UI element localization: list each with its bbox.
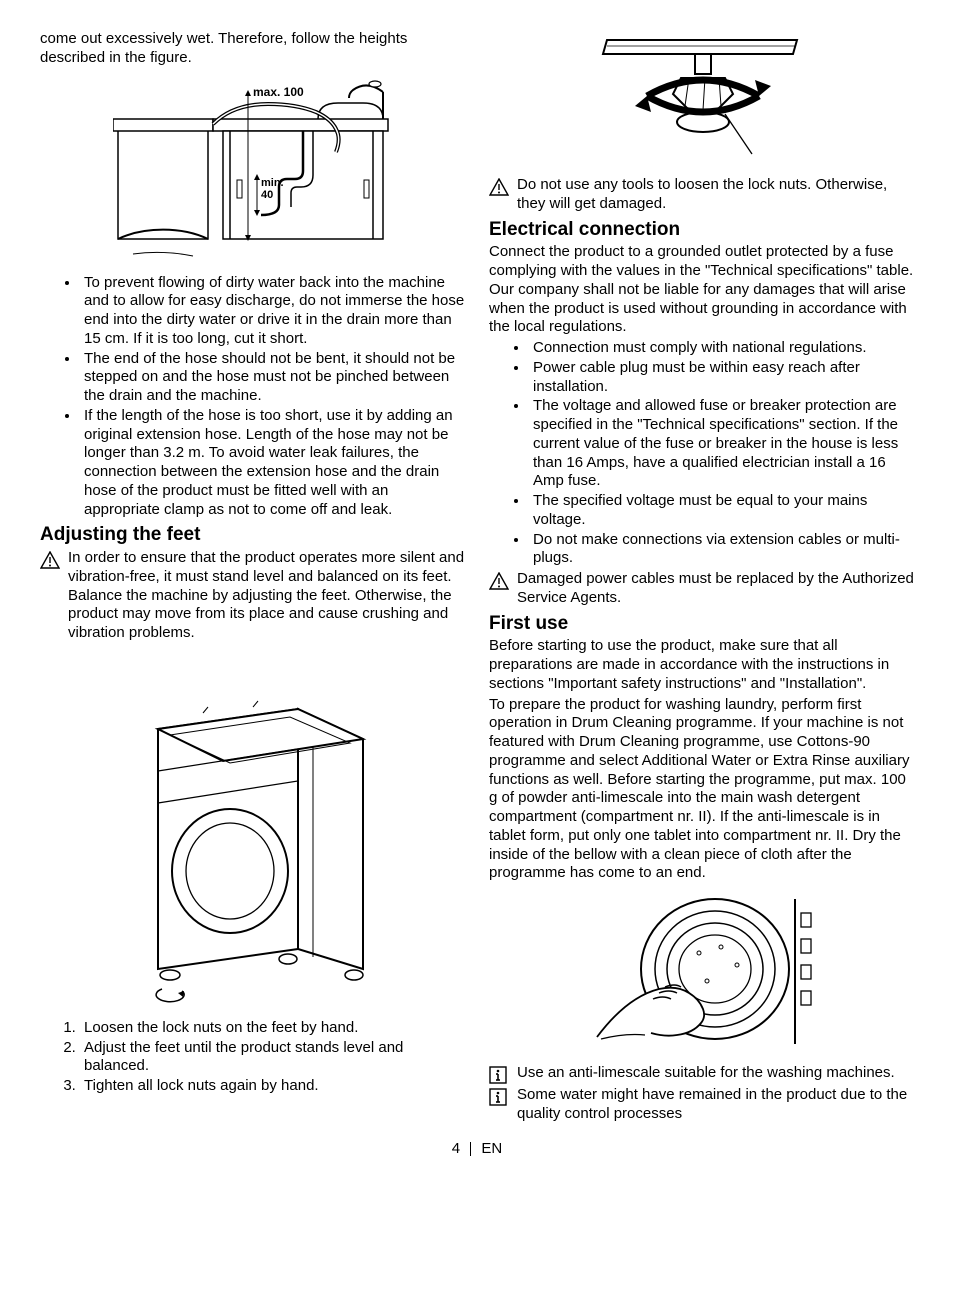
step: Adjust the feet until the product stands… xyxy=(80,1039,465,1077)
step: Tighten all lock nuts again by hand. xyxy=(80,1077,465,1096)
bullet: Power cable plug must be within easy rea… xyxy=(529,359,914,397)
info-text: Use an anti-limescale suitable for the w… xyxy=(517,1064,914,1083)
min-label-1: min. xyxy=(261,177,284,189)
drain-height-figure: max. 100 min. 40 xyxy=(40,74,465,264)
bullet: The voltage and allowed fuse or breaker … xyxy=(529,397,914,491)
intro-text: come out excessively wet. Therefore, fol… xyxy=(40,30,465,68)
page-footer: 4 EN xyxy=(40,1140,914,1159)
feet-steps: Loosen the lock nuts on the feet by hand… xyxy=(40,1019,465,1096)
info-limescale: Use an anti-limescale suitable for the w… xyxy=(489,1064,914,1084)
warn-feet: In order to ensure that the product oper… xyxy=(40,549,465,643)
min-label-2: 40 xyxy=(261,189,273,201)
bullet: To prevent flowing of dirty water back i… xyxy=(80,274,465,349)
step: Loosen the lock nuts on the feet by hand… xyxy=(80,1019,465,1038)
heading-feet: Adjusting the feet xyxy=(40,523,465,547)
right-column: Do not use any tools to loosen the lock … xyxy=(489,30,914,1126)
warn-tool: Do not use any tools to loosen the lock … xyxy=(489,176,914,214)
info-water: Some water might have remained in the pr… xyxy=(489,1086,914,1124)
max-label: max. 100 xyxy=(253,85,304,99)
bullet: Connection must comply with national reg… xyxy=(529,339,914,358)
bullet: Do not make connections via extension ca… xyxy=(529,531,914,569)
heading-elec: Electrical connection xyxy=(489,218,914,242)
warn-cable: Damaged power cables must be replaced by… xyxy=(489,570,914,608)
warning-icon xyxy=(489,178,509,196)
locknut-figure xyxy=(489,36,914,166)
left-column: come out excessively wet. Therefore, fol… xyxy=(40,30,465,1126)
warn-text: Do not use any tools to loosen the lock … xyxy=(517,176,914,214)
bullet: The specified voltage must be equal to y… xyxy=(529,492,914,530)
bullet: The end of the hose should not be bent, … xyxy=(80,350,465,406)
warn-text: In order to ensure that the product oper… xyxy=(68,549,465,643)
heading-first: First use xyxy=(489,612,914,636)
warning-icon xyxy=(40,551,60,569)
bellow-clean-figure xyxy=(489,889,914,1054)
info-icon xyxy=(489,1088,509,1106)
info-icon xyxy=(489,1066,509,1084)
drain-bullets: To prevent flowing of dirty water back i… xyxy=(40,274,465,520)
page-lang: EN xyxy=(481,1140,502,1157)
first-p1: Before starting to use the product, make… xyxy=(489,637,914,693)
elec-intro: Connect the product to a grounded outlet… xyxy=(489,243,914,337)
info-text: Some water might have remained in the pr… xyxy=(517,1086,914,1124)
page-number: 4 xyxy=(452,1140,460,1157)
elec-bullets: Connection must comply with national reg… xyxy=(489,339,914,568)
warn-text: Damaged power cables must be replaced by… xyxy=(517,570,914,608)
first-p2: To prepare the product for washing laund… xyxy=(489,696,914,884)
bullet: If the length of the hose is too short, … xyxy=(80,407,465,520)
warning-icon xyxy=(489,572,509,590)
machine-iso-figure xyxy=(40,649,465,1009)
